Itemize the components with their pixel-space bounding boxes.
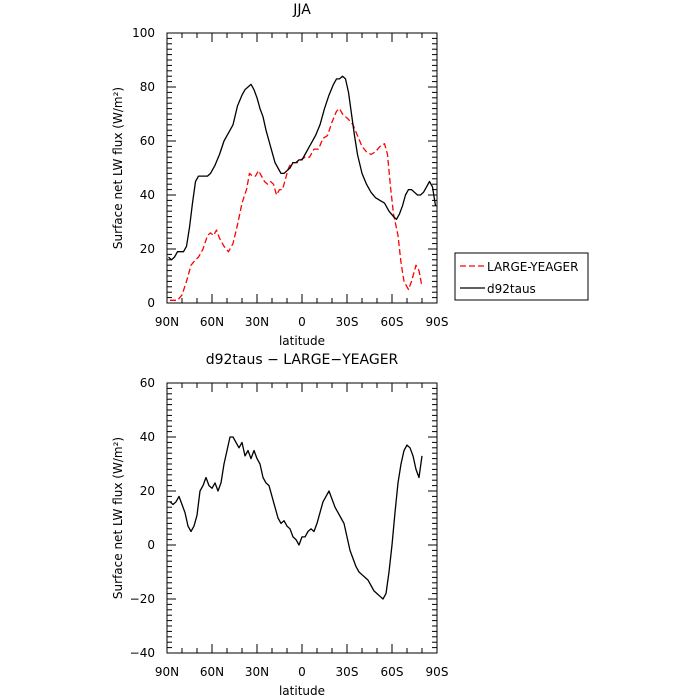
legend-label: d92taus xyxy=(487,282,536,296)
x-tick-label: 30S xyxy=(336,665,359,679)
legend-box xyxy=(454,252,589,301)
x-tick-label: 0 xyxy=(298,665,306,679)
x-tick-label: 60S xyxy=(381,665,404,679)
bottom-panel: −40 −20 0 20 40 60 90N 60N 30N 0 30S 60S 90S d92taus … xyxy=(111,352,448,698)
x-tick-label: 30N xyxy=(245,665,269,679)
y-tick-label: 100 xyxy=(132,26,155,40)
y-tick-label: 40 xyxy=(140,188,155,202)
chart-title: d92taus − LARGE−YEAGER xyxy=(206,352,399,368)
y-tick-label: 60 xyxy=(140,376,155,390)
y-tick-label: −40 xyxy=(130,646,155,660)
x-tick-label: 90N xyxy=(155,665,179,679)
x-tick-label: 30N xyxy=(245,315,269,329)
chart-title: JJA xyxy=(292,2,311,18)
y-tick-label: 80 xyxy=(140,80,155,94)
top-panel: 0 20 40 60 80 100 90N 60N 30N 0 30S 60S 90S JJA latitu… xyxy=(111,2,589,348)
x-tick-label: 90S xyxy=(426,665,449,679)
x-tick-label: 90N xyxy=(155,315,179,329)
plot-frame xyxy=(166,382,438,654)
series-line-d92taus xyxy=(168,75,437,261)
legend: LARGE-YEAGER d92taus xyxy=(454,252,589,301)
y-axis-label: Surface net LW flux (W/m²) xyxy=(111,437,125,599)
y-tick-label: −20 xyxy=(130,592,155,606)
x-tick-label: 90S xyxy=(426,315,449,329)
y-tick-label: 0 xyxy=(147,296,155,310)
x-tick-label: 30S xyxy=(336,315,359,329)
plot-frame xyxy=(166,32,438,304)
x-tick-label: 60N xyxy=(200,665,224,679)
x-axis-label: latitude xyxy=(279,334,325,348)
series-line xyxy=(169,436,423,600)
y-tick-label: 40 xyxy=(140,430,155,444)
legend-label: LARGE-YEAGER xyxy=(487,260,578,274)
y-tick-label: 20 xyxy=(140,242,155,256)
y-tick-label: 0 xyxy=(147,538,155,552)
x-tick-label: 0 xyxy=(298,315,306,329)
y-axis-label: Surface net LW flux (W/m²) xyxy=(111,87,125,249)
x-tick-label: 60S xyxy=(381,315,404,329)
x-tick-label: 60N xyxy=(200,315,224,329)
y-tick-label: 20 xyxy=(140,484,155,498)
y-tick-label: 60 xyxy=(140,134,155,148)
x-axis-label: latitude xyxy=(279,684,325,698)
series-line-large-yeager xyxy=(170,107,423,301)
